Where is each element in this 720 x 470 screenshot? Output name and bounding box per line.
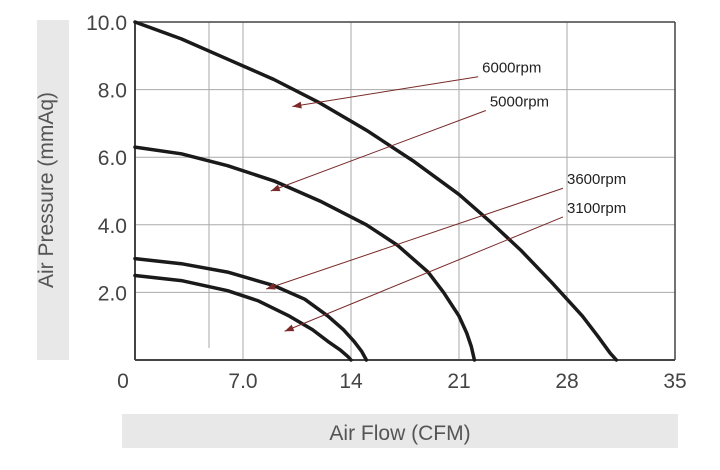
x-tick-labels: 0 7.0 14 21 28 35 xyxy=(117,370,687,393)
annotation-leader-3100rpm xyxy=(284,216,564,332)
annotation-label-3100rpm: 3100rpm xyxy=(567,200,626,217)
y-tick-label: 2.0 xyxy=(98,282,127,305)
annotation-leader-6000rpm xyxy=(292,76,479,107)
y-axis-label-band xyxy=(37,20,69,360)
annotation-arrowhead-3600rpm xyxy=(266,282,276,290)
y-tick-label: 8.0 xyxy=(98,80,127,103)
annotations-group: 6000rpm 5000rpm 3600rpm 3100rpm xyxy=(265,60,626,332)
series-line-3600rpm xyxy=(133,256,369,362)
annotation-label-3600rpm: 3600rpm xyxy=(567,171,626,188)
series-group xyxy=(133,20,619,362)
y-tick-label: 10.0 xyxy=(86,12,127,35)
axes xyxy=(134,21,676,361)
annotation-leader-3600rpm xyxy=(265,187,564,290)
x-tick-label: 14 xyxy=(339,370,363,393)
x-tick-label: 35 xyxy=(663,370,686,393)
x-tick-label: 7.0 xyxy=(228,370,257,393)
series-line-5000rpm xyxy=(133,145,477,362)
y-tick-label: 6.0 xyxy=(98,147,127,170)
annotation-label-6000rpm: 6000rpm xyxy=(482,60,541,77)
annotation-label-5000rpm: 5000rpm xyxy=(490,94,549,111)
y-axis-title: Air Pressure (mmAq) xyxy=(35,92,58,288)
series-line-6000rpm xyxy=(133,20,619,362)
x-tick-label: 0 xyxy=(117,370,129,393)
annotation-leader-5000rpm xyxy=(270,110,487,192)
x-tick-label: 28 xyxy=(555,370,578,393)
series-line-3100rpm xyxy=(133,273,353,362)
x-axis-label-band xyxy=(122,414,678,448)
y-tick-label: 4.0 xyxy=(98,215,127,238)
y-tick-labels: 2.0 4.0 6.0 8.0 10.0 xyxy=(86,12,127,305)
annotation-arrowhead-5000rpm xyxy=(270,184,281,192)
grid xyxy=(135,22,675,360)
x-tick-label: 21 xyxy=(447,370,470,393)
annotation-arrowhead-6000rpm xyxy=(292,101,302,109)
x-axis-title: Air Flow (CFM) xyxy=(329,422,470,445)
annotation-arrowhead-3100rpm xyxy=(284,324,295,332)
